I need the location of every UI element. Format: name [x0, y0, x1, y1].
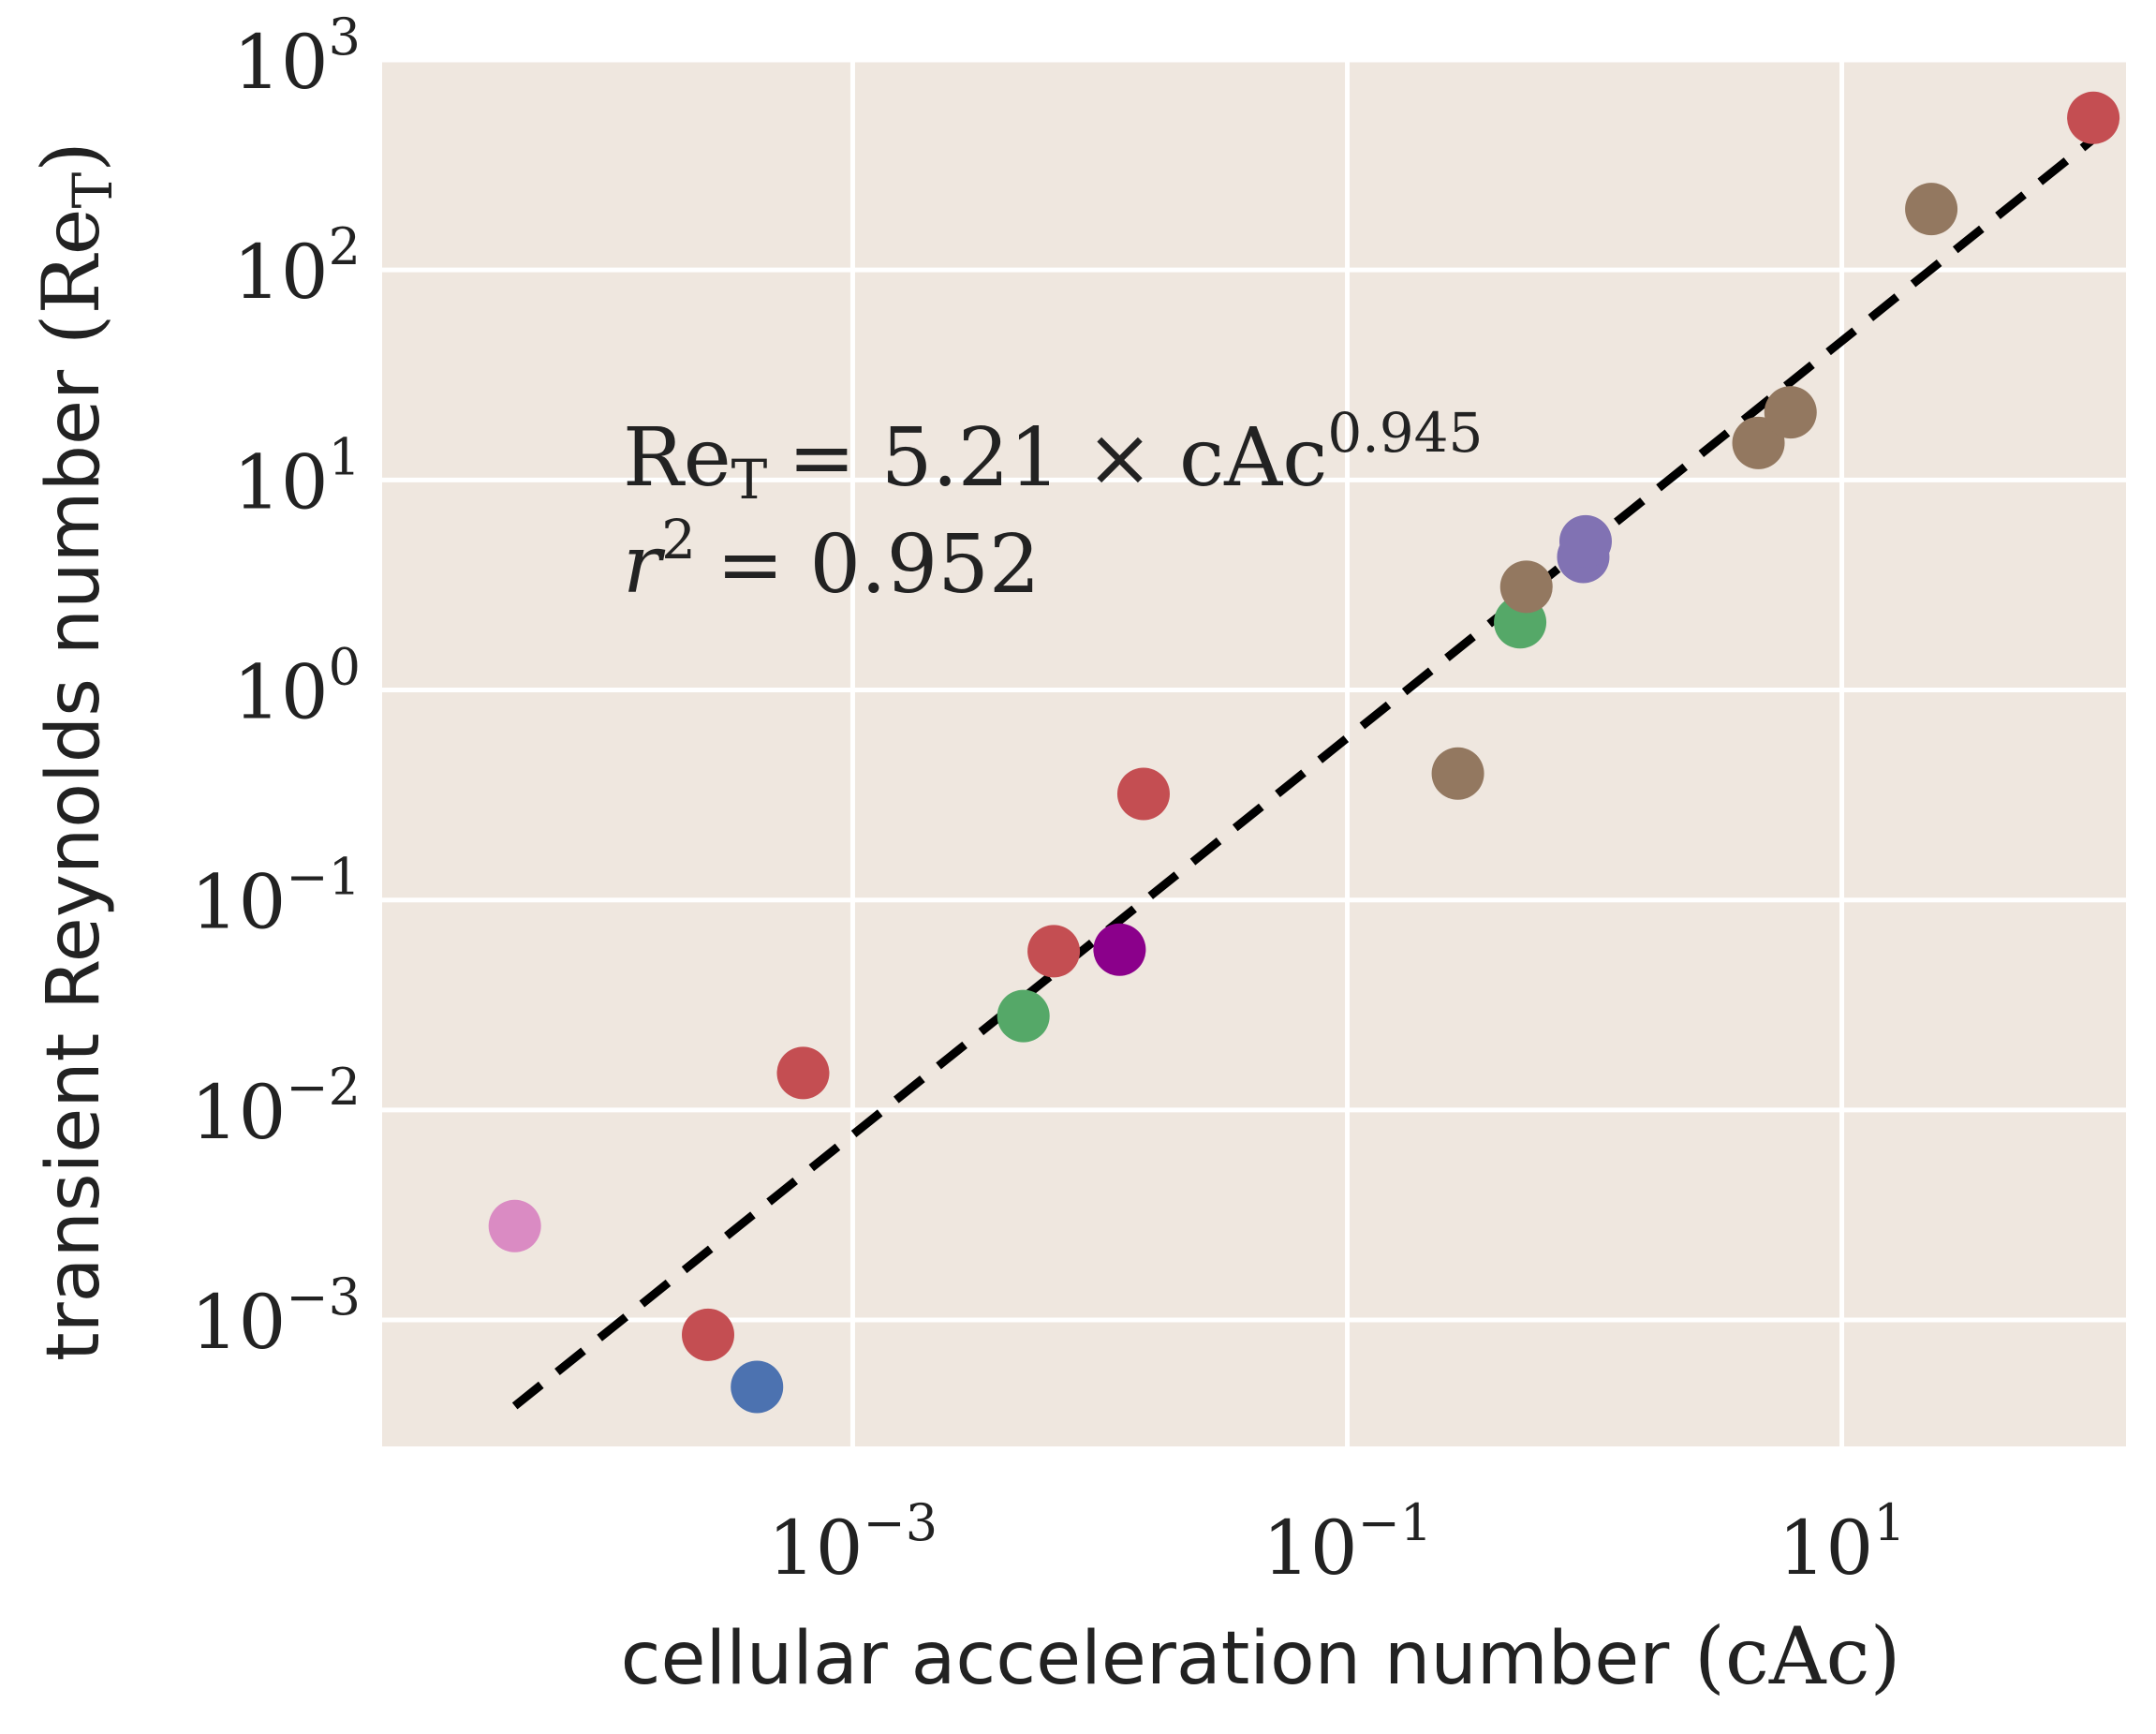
x-tick-label-exp: 1 — [1873, 1493, 1905, 1552]
y-tick-label-exp: 3 — [329, 7, 361, 67]
y-tick-label-exp: 2 — [329, 217, 361, 276]
grid-lines — [382, 57, 2126, 1446]
x-axis-label-close-paren: ) — [1870, 1610, 1901, 1702]
y-tick-label: 10−2 — [191, 1058, 361, 1156]
data-point — [1116, 767, 1170, 821]
x-axis-label-open-paren: ( — [1669, 1610, 1724, 1702]
y-tick-label-exp: −1 — [286, 848, 361, 907]
y-axis-label-symbol: Re — [25, 208, 117, 314]
y-tick-label-base: 10 — [233, 19, 329, 106]
y-tick-label-base: 10 — [233, 649, 329, 736]
x-tick-label-exp: −1 — [1358, 1493, 1433, 1552]
y-tick-label-base: 10 — [191, 859, 287, 946]
data-point — [488, 1199, 541, 1252]
fit-equation-exp: 0.945 — [1327, 401, 1483, 465]
x-axis-label-text: cellular acceleration number — [621, 1617, 1671, 1701]
x-tick-label-base: 10 — [768, 1504, 864, 1592]
data-point — [1027, 925, 1081, 978]
y-axis-label-open-paren: ( — [25, 314, 117, 369]
y-tick-label-base: 10 — [191, 1069, 287, 1156]
data-point — [1558, 514, 1612, 568]
data-point — [776, 1046, 830, 1100]
y-tick-label-exp: −2 — [286, 1058, 361, 1117]
y-tick-label-exp: −3 — [286, 1267, 361, 1326]
data-point — [1093, 923, 1146, 976]
x-axis-label-symbol: cAc — [1725, 1610, 1870, 1702]
x-tick-label: 10−1 — [1263, 1493, 1432, 1592]
y-axis-label-close-paren: ) — [25, 141, 117, 172]
fit-equation: ReT = 5.21 × cAc0.945 — [623, 401, 1483, 511]
y-axis-label: transient Reynolds number (ReT) — [25, 141, 125, 1361]
fit-equation-lhs-sub: T — [731, 448, 768, 511]
y-tick-label-exp: 0 — [329, 638, 361, 697]
data-point — [731, 1360, 784, 1414]
data-point — [1499, 560, 1553, 614]
data-point — [2067, 91, 2120, 144]
y-tick-label-exp: 1 — [329, 427, 361, 486]
data-point — [1431, 747, 1484, 800]
y-axis-label-symbol-sub: T — [61, 171, 125, 208]
y-tick-label-base: 10 — [233, 438, 329, 526]
data-point — [1905, 183, 1958, 236]
data-point — [1764, 386, 1817, 439]
fit-r2-label: r — [623, 518, 666, 612]
fit-equation-lhs: Re — [623, 411, 731, 505]
y-tick-label: 101 — [233, 427, 361, 526]
x-tick-labels: 10−3 10−1 101 — [768, 1493, 1906, 1592]
data-point — [997, 989, 1050, 1043]
fit-equation-rhs: = 5.21 × cAc — [788, 411, 1327, 505]
data-points — [488, 91, 2120, 1414]
x-tick-label: 101 — [1778, 1493, 1905, 1592]
y-tick-label: 100 — [233, 638, 361, 736]
y-axis-label-text: transient Reynolds number — [32, 369, 116, 1361]
fit-line — [511, 136, 2096, 1410]
x-tick-label-base: 10 — [1778, 1504, 1873, 1592]
y-tick-label: 102 — [233, 217, 361, 316]
y-tick-label: 10−3 — [191, 1267, 361, 1366]
y-tick-label: 103 — [233, 7, 361, 106]
x-tick-label-exp: −3 — [864, 1493, 938, 1552]
y-tick-label-base: 10 — [233, 229, 329, 316]
y-tick-label-base: 10 — [191, 1279, 287, 1366]
fit-r2-text: = 0.952 — [716, 518, 1041, 612]
fit-r2: r2 = 0.952 — [623, 508, 1041, 612]
y-tick-label: 10−1 — [191, 848, 361, 946]
x-tick-label: 10−3 — [768, 1493, 938, 1592]
fit-r2-exp: 2 — [661, 508, 696, 571]
x-tick-label-base: 10 — [1263, 1504, 1358, 1592]
plot-background — [382, 60, 2126, 1446]
data-point — [682, 1308, 735, 1361]
x-axis-label: cellular acceleration number (cAc) — [621, 1610, 1901, 1702]
